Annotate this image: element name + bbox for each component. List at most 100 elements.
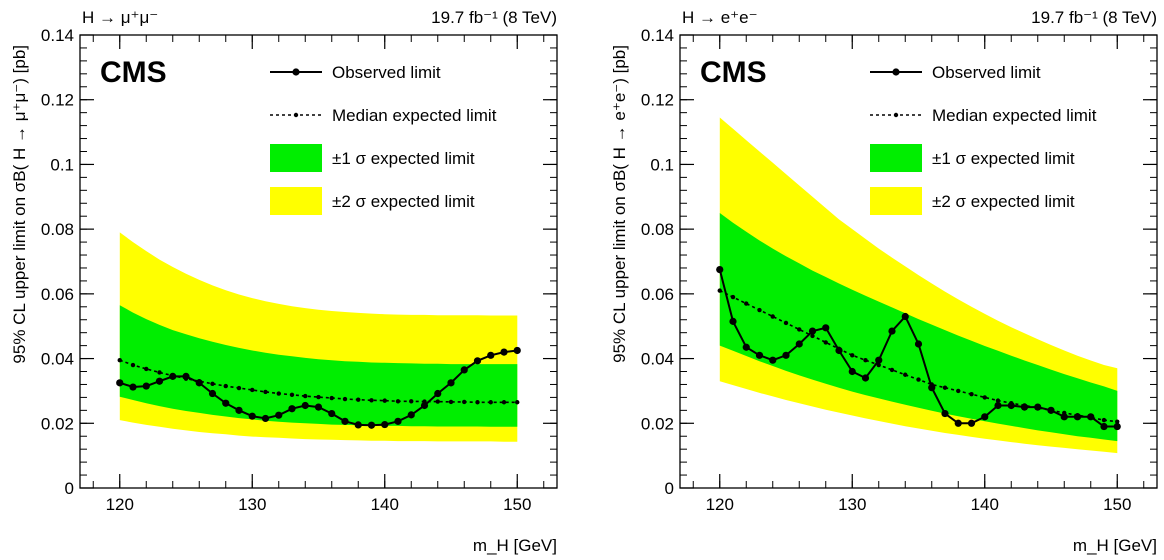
- plot-frame: [679, 34, 1158, 489]
- expected-point: [916, 377, 921, 382]
- experiment-label: CMS: [700, 56, 767, 89]
- y-tick-label: 0: [65, 479, 74, 498]
- observed-point: [901, 312, 909, 321]
- expected-point: [475, 400, 480, 405]
- y-tick-label: 0.06: [41, 285, 74, 304]
- x-axis-label: m_H [GeV]: [1073, 536, 1157, 555]
- observed-point: [1047, 406, 1055, 414]
- expected-point: [369, 398, 374, 403]
- expected-point: [889, 367, 895, 373]
- luminosity-label: 19.7 fb⁻¹ (8 TeV): [1031, 8, 1157, 27]
- observed-point: [755, 351, 764, 359]
- y-tick-label: 0.08: [641, 220, 674, 239]
- expected-point: [329, 395, 334, 401]
- observed-point: [782, 351, 790, 359]
- observed-point: [420, 401, 429, 410]
- observed-point: [129, 383, 137, 391]
- observed-point: [1073, 413, 1082, 421]
- expected-point: [770, 314, 775, 319]
- y-tick-label: 0: [665, 479, 674, 498]
- expected-point: [969, 391, 974, 397]
- observed-point: [928, 384, 936, 392]
- observed-point: [381, 420, 389, 429]
- legend-entry: Observed limit: [932, 63, 1041, 82]
- y-tick-label: 0.04: [41, 350, 74, 369]
- legend-2sigma-swatch: [270, 187, 322, 215]
- x-tick-label: 130: [838, 495, 866, 514]
- expected-point: [744, 301, 749, 306]
- expected-point: [382, 398, 387, 403]
- legend-expected-marker: [293, 112, 299, 118]
- expected-point: [395, 399, 401, 404]
- plot-frame: [79, 34, 558, 489]
- legend-2sigma-swatch: [870, 187, 922, 215]
- observed-point: [208, 389, 217, 398]
- expected-point: [1101, 417, 1107, 423]
- observed-point: [875, 356, 883, 364]
- legend-observed-marker: [292, 68, 300, 76]
- expected-point: [462, 399, 467, 405]
- observed-point: [822, 324, 830, 332]
- observed-point: [261, 414, 270, 423]
- expected-point: [783, 320, 789, 326]
- y-tick-label: 0.14: [641, 26, 674, 45]
- y-tick-label: 0.06: [641, 285, 674, 304]
- expected-point: [276, 391, 281, 396]
- expected-point: [942, 385, 948, 390]
- expected-point: [1115, 419, 1120, 424]
- legend-entry: ±1 σ expected limit: [932, 149, 1075, 168]
- expected-point: [409, 399, 414, 404]
- observed-point: [1020, 403, 1029, 411]
- expected-point: [223, 383, 228, 389]
- expected-point: [717, 288, 722, 293]
- observed-point: [195, 379, 203, 387]
- expected-point: [876, 362, 881, 368]
- observed-point: [967, 419, 976, 427]
- y-tick-label: 0.02: [641, 414, 674, 433]
- legend-expected-marker: [893, 112, 899, 118]
- observed-point: [169, 372, 177, 380]
- legend-entry: ±2 σ expected limit: [332, 192, 475, 211]
- observed-point: [795, 340, 803, 348]
- expected-point: [863, 357, 868, 363]
- observed-point: [513, 346, 521, 355]
- observed-point: [222, 399, 230, 407]
- expected-point: [342, 396, 348, 402]
- observed-point: [328, 409, 336, 418]
- legend-entry: ±2 σ expected limit: [932, 192, 1075, 211]
- observed-point: [500, 348, 508, 356]
- observed-point: [914, 340, 923, 348]
- observed-point: [473, 357, 482, 365]
- expected-point: [850, 353, 855, 358]
- y-tick-label: 0.08: [41, 220, 74, 239]
- x-tick-label: 130: [238, 495, 266, 514]
- y-axis-label: 95% CL upper limit on σB( H → μ⁺μ⁻) [pb]: [10, 45, 29, 364]
- observed-point: [835, 346, 843, 355]
- y-tick-label: 0.04: [641, 350, 674, 369]
- expected-point: [250, 387, 255, 393]
- process-label: H → e⁺e⁻: [682, 8, 758, 27]
- observed-point: [354, 421, 362, 429]
- expected-point: [435, 399, 440, 404]
- observed-point: [367, 421, 376, 429]
- expected-point: [797, 327, 802, 332]
- expected-point: [823, 340, 828, 345]
- expected-point: [236, 385, 242, 391]
- legend-entry: Observed limit: [332, 63, 441, 82]
- observed-point: [235, 406, 243, 414]
- x-tick-label: 140: [971, 495, 999, 514]
- expected-point: [903, 372, 908, 377]
- y-tick-label: 0.02: [41, 414, 74, 433]
- observed-point: [848, 367, 856, 376]
- expected-point: [501, 400, 507, 405]
- luminosity-label: 19.7 fb⁻¹ (8 TeV): [431, 8, 557, 27]
- observed-point: [716, 265, 724, 274]
- observed-point: [341, 417, 349, 425]
- x-tick-label: 120: [106, 495, 134, 514]
- legend-entry: Median expected limit: [932, 106, 1097, 125]
- expected-point: [730, 294, 736, 300]
- expected-point: [144, 366, 149, 372]
- observed-point: [888, 327, 896, 335]
- observed-point: [447, 379, 455, 387]
